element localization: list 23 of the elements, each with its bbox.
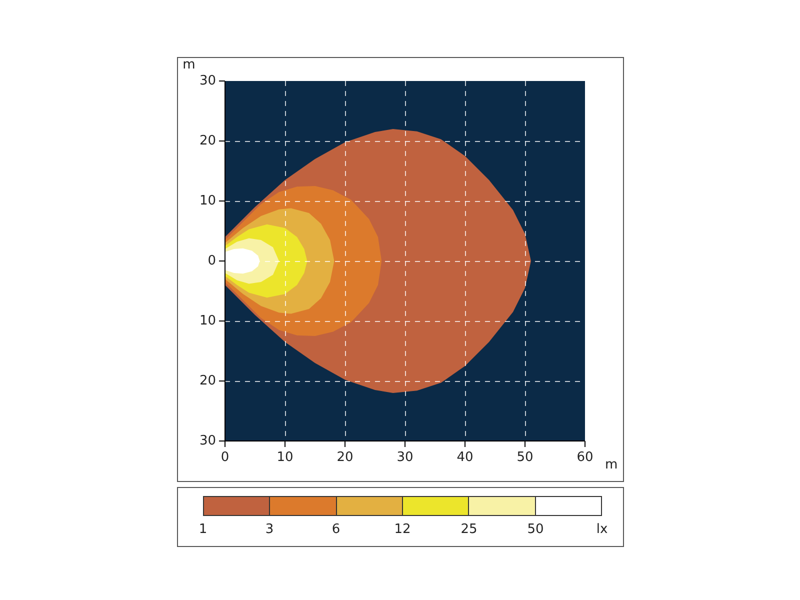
text: 3 [265,522,274,537]
x-tick-label: 0 [220,450,230,466]
y-axis-title: m [182,57,196,72]
x-tick-label: 20 [336,450,354,466]
x-tick-label: 10 [276,450,294,466]
y-tick-label: 30 [199,433,216,448]
y-tick-label: 10 [199,313,216,328]
x-tick-label: 40 [456,450,474,466]
text: 25 [460,522,478,537]
text: 12 [394,522,411,537]
y-tick-label: 30 [199,73,216,88]
y-tick-label: 0 [208,253,216,268]
x-axis-title: m [605,457,618,472]
y-tick-label: 10 [199,193,216,208]
y-tick-label: 20 [199,373,216,388]
text: 1 [198,522,208,537]
color-bar-title: lx [596,522,608,537]
text: 50 [527,522,544,537]
y-tick-label: 20 [199,133,216,148]
x-tick-label: 30 [396,450,414,466]
x-tick-label: 60 [576,450,594,466]
x-tick-label: 50 [516,450,534,466]
text: 6 [332,522,340,537]
